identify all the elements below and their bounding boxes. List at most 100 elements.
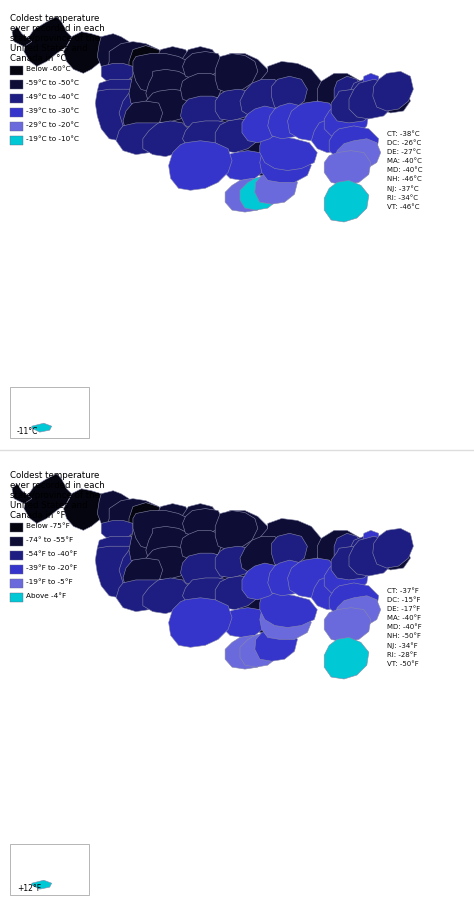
Polygon shape <box>215 53 258 93</box>
Polygon shape <box>12 27 32 46</box>
Polygon shape <box>349 537 397 576</box>
Text: Canada in °F: Canada in °F <box>10 510 65 519</box>
Polygon shape <box>272 76 307 111</box>
Polygon shape <box>329 126 379 160</box>
Polygon shape <box>123 558 163 592</box>
Polygon shape <box>225 178 272 212</box>
Polygon shape <box>129 520 163 563</box>
Polygon shape <box>272 533 307 568</box>
Text: -19°C to -10°C: -19°C to -10°C <box>26 136 79 142</box>
Polygon shape <box>119 543 159 586</box>
Polygon shape <box>129 45 165 90</box>
Text: Below -60°C: Below -60°C <box>26 66 71 72</box>
Polygon shape <box>153 538 255 610</box>
Text: -74° to -55°F: -74° to -55°F <box>26 538 73 543</box>
Polygon shape <box>363 73 379 86</box>
Bar <box>10 136 23 145</box>
Polygon shape <box>153 46 192 90</box>
Polygon shape <box>181 96 228 129</box>
Polygon shape <box>95 90 141 141</box>
Polygon shape <box>181 73 222 103</box>
Polygon shape <box>349 537 377 563</box>
Polygon shape <box>240 176 280 210</box>
Polygon shape <box>324 607 371 643</box>
Text: state/province of the: state/province of the <box>10 33 100 43</box>
Polygon shape <box>97 491 133 527</box>
Polygon shape <box>255 62 321 123</box>
Polygon shape <box>97 80 141 109</box>
Polygon shape <box>334 533 364 563</box>
Polygon shape <box>215 90 258 121</box>
Polygon shape <box>169 598 232 647</box>
Polygon shape <box>143 121 191 157</box>
Text: -39°F to -20°F: -39°F to -20°F <box>26 565 77 571</box>
Bar <box>10 843 89 895</box>
Polygon shape <box>179 46 220 90</box>
Polygon shape <box>324 150 371 186</box>
Polygon shape <box>212 510 270 566</box>
Polygon shape <box>331 547 377 580</box>
Polygon shape <box>215 510 258 550</box>
Polygon shape <box>181 530 222 560</box>
Polygon shape <box>260 593 317 627</box>
Polygon shape <box>182 509 222 537</box>
Text: state/province of the: state/province of the <box>10 491 100 500</box>
Text: -19°F to -5°F: -19°F to -5°F <box>26 579 73 585</box>
Polygon shape <box>324 103 369 138</box>
Polygon shape <box>64 489 109 530</box>
Polygon shape <box>363 530 379 543</box>
Polygon shape <box>101 520 136 540</box>
Polygon shape <box>215 576 260 610</box>
Polygon shape <box>324 560 369 595</box>
Polygon shape <box>374 540 410 570</box>
Polygon shape <box>317 73 367 116</box>
Polygon shape <box>222 150 268 180</box>
Text: United States and: United States and <box>10 500 88 510</box>
Bar <box>10 122 23 131</box>
Polygon shape <box>101 63 136 83</box>
Polygon shape <box>143 578 191 614</box>
Polygon shape <box>169 141 232 190</box>
Polygon shape <box>146 70 191 105</box>
Bar <box>10 565 23 574</box>
Polygon shape <box>106 42 173 96</box>
Polygon shape <box>182 578 232 607</box>
Polygon shape <box>324 637 369 679</box>
Text: United States and: United States and <box>10 43 88 52</box>
Polygon shape <box>331 90 377 123</box>
Polygon shape <box>349 80 397 119</box>
Polygon shape <box>240 80 282 116</box>
Polygon shape <box>116 123 163 155</box>
Polygon shape <box>288 558 337 598</box>
Bar <box>10 66 23 75</box>
Polygon shape <box>153 81 255 153</box>
Polygon shape <box>212 53 270 109</box>
Polygon shape <box>238 129 307 178</box>
Polygon shape <box>242 563 283 600</box>
Text: CT: -38°C
DC: -26°C
DE: -27°C
MA: -40°C
MD: -40°C
NH: -46°C
NJ: -37°C
RI: -34°C
: CT: -38°C DC: -26°C DE: -27°C MA: -40°C … <box>387 131 422 210</box>
Polygon shape <box>24 474 72 523</box>
Text: Above -4°F: Above -4°F <box>26 593 66 599</box>
Polygon shape <box>317 530 367 573</box>
Text: ever recorded in each: ever recorded in each <box>10 24 105 33</box>
Polygon shape <box>255 170 298 205</box>
Polygon shape <box>255 519 321 580</box>
Polygon shape <box>24 17 72 66</box>
Text: Below -75°F: Below -75°F <box>26 523 70 529</box>
Polygon shape <box>324 180 369 222</box>
Polygon shape <box>181 553 228 586</box>
Text: ever recorded in each: ever recorded in each <box>10 481 105 490</box>
Polygon shape <box>64 32 109 73</box>
Polygon shape <box>119 86 159 129</box>
Polygon shape <box>97 537 141 566</box>
Polygon shape <box>260 136 317 170</box>
Polygon shape <box>374 83 410 113</box>
Text: CT: -37°F
DC: -15°F
DE: -17°F
MA: -40°F
MD: -40°F
NH: -50°F
NJ: -34°F
RI: -28°F
: CT: -37°F DC: -15°F DE: -17°F MA: -40°F … <box>387 588 421 667</box>
Polygon shape <box>268 560 307 595</box>
Bar <box>10 579 23 588</box>
Bar <box>10 551 23 560</box>
Polygon shape <box>255 627 298 662</box>
Polygon shape <box>106 499 173 553</box>
Bar <box>10 81 23 90</box>
Polygon shape <box>334 76 364 106</box>
